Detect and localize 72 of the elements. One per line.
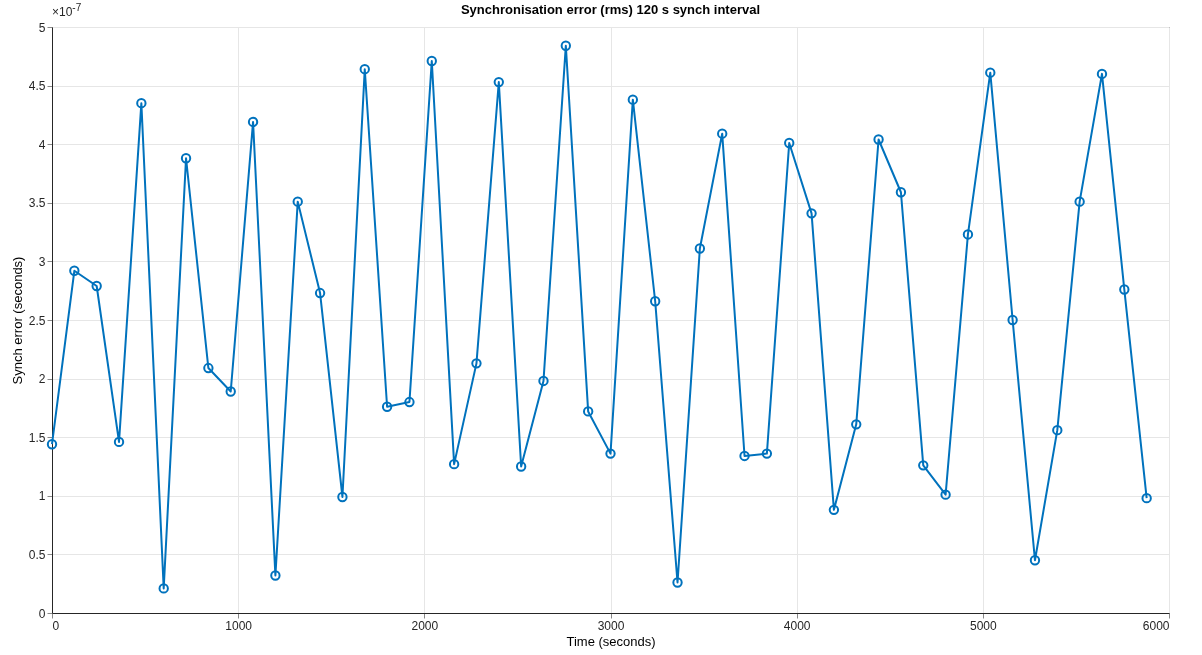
point: [538, 375, 549, 387]
point: [180, 153, 192, 164]
point: [471, 358, 482, 369]
point: [1074, 196, 1085, 207]
point: [895, 187, 907, 198]
text: ×10$^{-7}$: [52, 2, 82, 19]
point: [694, 243, 706, 254]
point: [1029, 555, 1041, 566]
point: [69, 265, 80, 276]
point: [314, 287, 326, 299]
point: [113, 436, 125, 448]
y-tick-label: 3.5: [28, 196, 46, 211]
point: [582, 406, 594, 417]
point: [873, 134, 884, 145]
y-tick-label: 0: [38, 606, 46, 621]
y-tick-label: 0.5: [28, 547, 46, 562]
point: [203, 362, 214, 374]
point: [448, 458, 460, 470]
chart-title: Synchronisation error (rms) 120 s synch interval: [460, 2, 761, 17]
point: [627, 94, 639, 105]
y-tick-label: 1: [38, 489, 46, 504]
point: [493, 76, 504, 88]
point: [515, 461, 527, 472]
point: [828, 504, 840, 516]
point: [962, 229, 974, 240]
x-tick-label: 2000: [411, 618, 439, 633]
point: [560, 40, 571, 51]
y-tick-label: 4.5: [28, 79, 46, 94]
x-tick-label: 4000: [783, 618, 811, 633]
point: [784, 137, 795, 149]
point: [404, 396, 415, 408]
x-tick-label: 1000: [225, 618, 253, 633]
point: [672, 577, 683, 588]
y-tick-label: 1.5: [28, 430, 46, 445]
x-axis-title: Time (seconds): [566, 633, 656, 649]
point: [292, 196, 303, 207]
point: [91, 280, 102, 292]
point: [225, 386, 236, 397]
point: [136, 98, 147, 109]
point: [1096, 68, 1108, 80]
point: [806, 208, 817, 219]
point: [359, 64, 370, 75]
point: [270, 570, 281, 581]
y-tick-label: 5: [38, 20, 46, 35]
point: [761, 448, 773, 459]
y-tick-label: 4: [38, 137, 46, 152]
point: [1052, 424, 1063, 436]
point: [940, 489, 951, 500]
point: [650, 296, 661, 307]
point: [381, 401, 393, 412]
point: [1141, 492, 1152, 504]
x-tick-label: 5000: [969, 618, 997, 633]
point: [337, 491, 348, 503]
y-tick-label: 3: [38, 254, 46, 269]
y-tick-label: 2: [38, 372, 46, 387]
point: [605, 448, 616, 459]
x-tick-label: 6000: [1142, 618, 1170, 633]
y-axis-title: Synch error (seconds): [9, 256, 25, 385]
point: [1007, 314, 1018, 326]
point: [1119, 284, 1130, 295]
point: [851, 419, 862, 430]
x-tick-label: 0: [52, 618, 60, 633]
point: [426, 55, 437, 67]
point: [247, 116, 259, 128]
point: [739, 450, 750, 462]
point: [985, 67, 996, 78]
y-tick-label: 2.5: [28, 313, 46, 328]
x-tick-label: 3000: [597, 618, 625, 633]
point: [46, 439, 58, 450]
point: [918, 460, 929, 471]
point: [717, 128, 728, 139]
point: [158, 583, 169, 594]
